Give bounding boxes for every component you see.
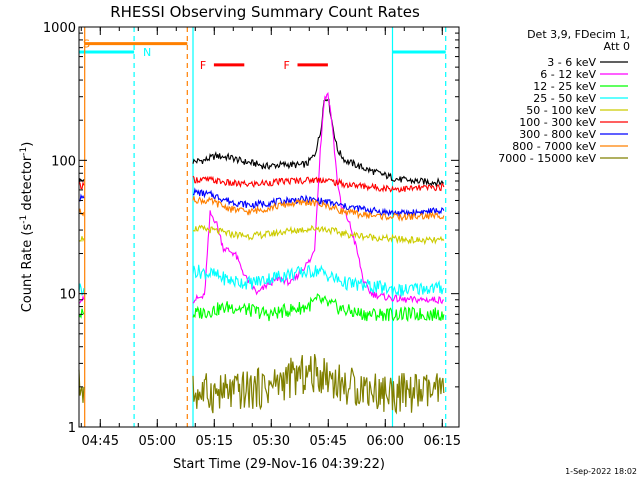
legend-label: 800 - 7000 keV <box>512 140 596 153</box>
y-tick-label: 1000 <box>43 21 76 36</box>
series-lines <box>78 91 445 415</box>
chart-title: RHESSI Observing Summary Count Rates <box>110 3 420 21</box>
legend-label: 50 - 100 keV <box>526 104 596 117</box>
series-line <box>78 308 85 319</box>
flag-label: F <box>284 59 290 72</box>
series-line <box>78 208 85 217</box>
series-line <box>192 196 445 222</box>
x-tick-label: 05:15 <box>196 434 233 449</box>
attenuator-lines <box>84 27 447 427</box>
y-axis: 1 10 100 1000 <box>43 21 459 436</box>
series-line <box>192 187 445 217</box>
plot-area: S N F F <box>78 26 460 428</box>
series-line <box>78 236 85 243</box>
legend-label: 300 - 800 keV <box>519 128 596 141</box>
series-line <box>192 98 445 188</box>
y-tick-label: 10 <box>59 288 76 303</box>
legend-header-2: Att 0 <box>604 40 630 53</box>
x-tick-label: 05:00 <box>139 434 176 449</box>
y-label-mid: detector <box>20 155 35 215</box>
y-label-end: ) <box>20 142 35 147</box>
series-line <box>192 293 445 323</box>
footer-date: 1-Sep-2022 18:02 <box>565 467 637 476</box>
plot-frame <box>78 26 460 428</box>
x-tick-label: 06:00 <box>367 434 404 449</box>
y-label-sup2: -1 <box>19 147 29 156</box>
series-line <box>78 294 85 304</box>
series-line <box>78 369 85 403</box>
x-axis-label: Start Time (29-Nov-16 04:39:22) <box>173 457 385 472</box>
series-line <box>192 175 445 193</box>
flag-bars: S N F F <box>79 38 446 72</box>
legend-label: 25 - 50 keV <box>533 92 596 105</box>
y-tick-label: 1 <box>68 421 76 436</box>
flag-label: S <box>83 38 90 51</box>
series-line <box>192 224 445 246</box>
legend-label: 12 - 25 keV <box>533 80 596 93</box>
series-line <box>192 264 445 297</box>
y-label-main: Count Rate (s <box>20 224 35 313</box>
legend-label: 100 - 300 keV <box>519 116 596 129</box>
y-tick-label: 100 <box>51 154 76 169</box>
y-axis-label: Count Rate (s-1 detector-1) <box>19 142 35 313</box>
x-tick-label: 06:15 <box>424 434 461 449</box>
flag-label: N <box>143 46 151 59</box>
series-line <box>78 180 85 190</box>
series-line <box>78 177 85 184</box>
legend-label: 7000 - 15000 keV <box>498 152 596 165</box>
x-tick-label: 05:30 <box>253 434 290 449</box>
series-line <box>78 283 85 296</box>
y-label-sup1: -1 <box>19 215 29 224</box>
flag-label: F <box>200 59 206 72</box>
legend-header-1: Det 3,9, FDecim 1, <box>527 28 630 41</box>
x-tick-label: 05:45 <box>310 434 347 449</box>
series-line <box>192 353 445 415</box>
x-axis: 04:45 05:00 05:15 05:30 05:45 06:00 06:15 <box>80 27 461 449</box>
x-tick-label: 04:45 <box>82 434 119 449</box>
series-line <box>192 91 444 305</box>
legend-label: 3 - 6 keV <box>547 56 596 69</box>
legend-label: 6 - 12 keV <box>540 68 596 81</box>
